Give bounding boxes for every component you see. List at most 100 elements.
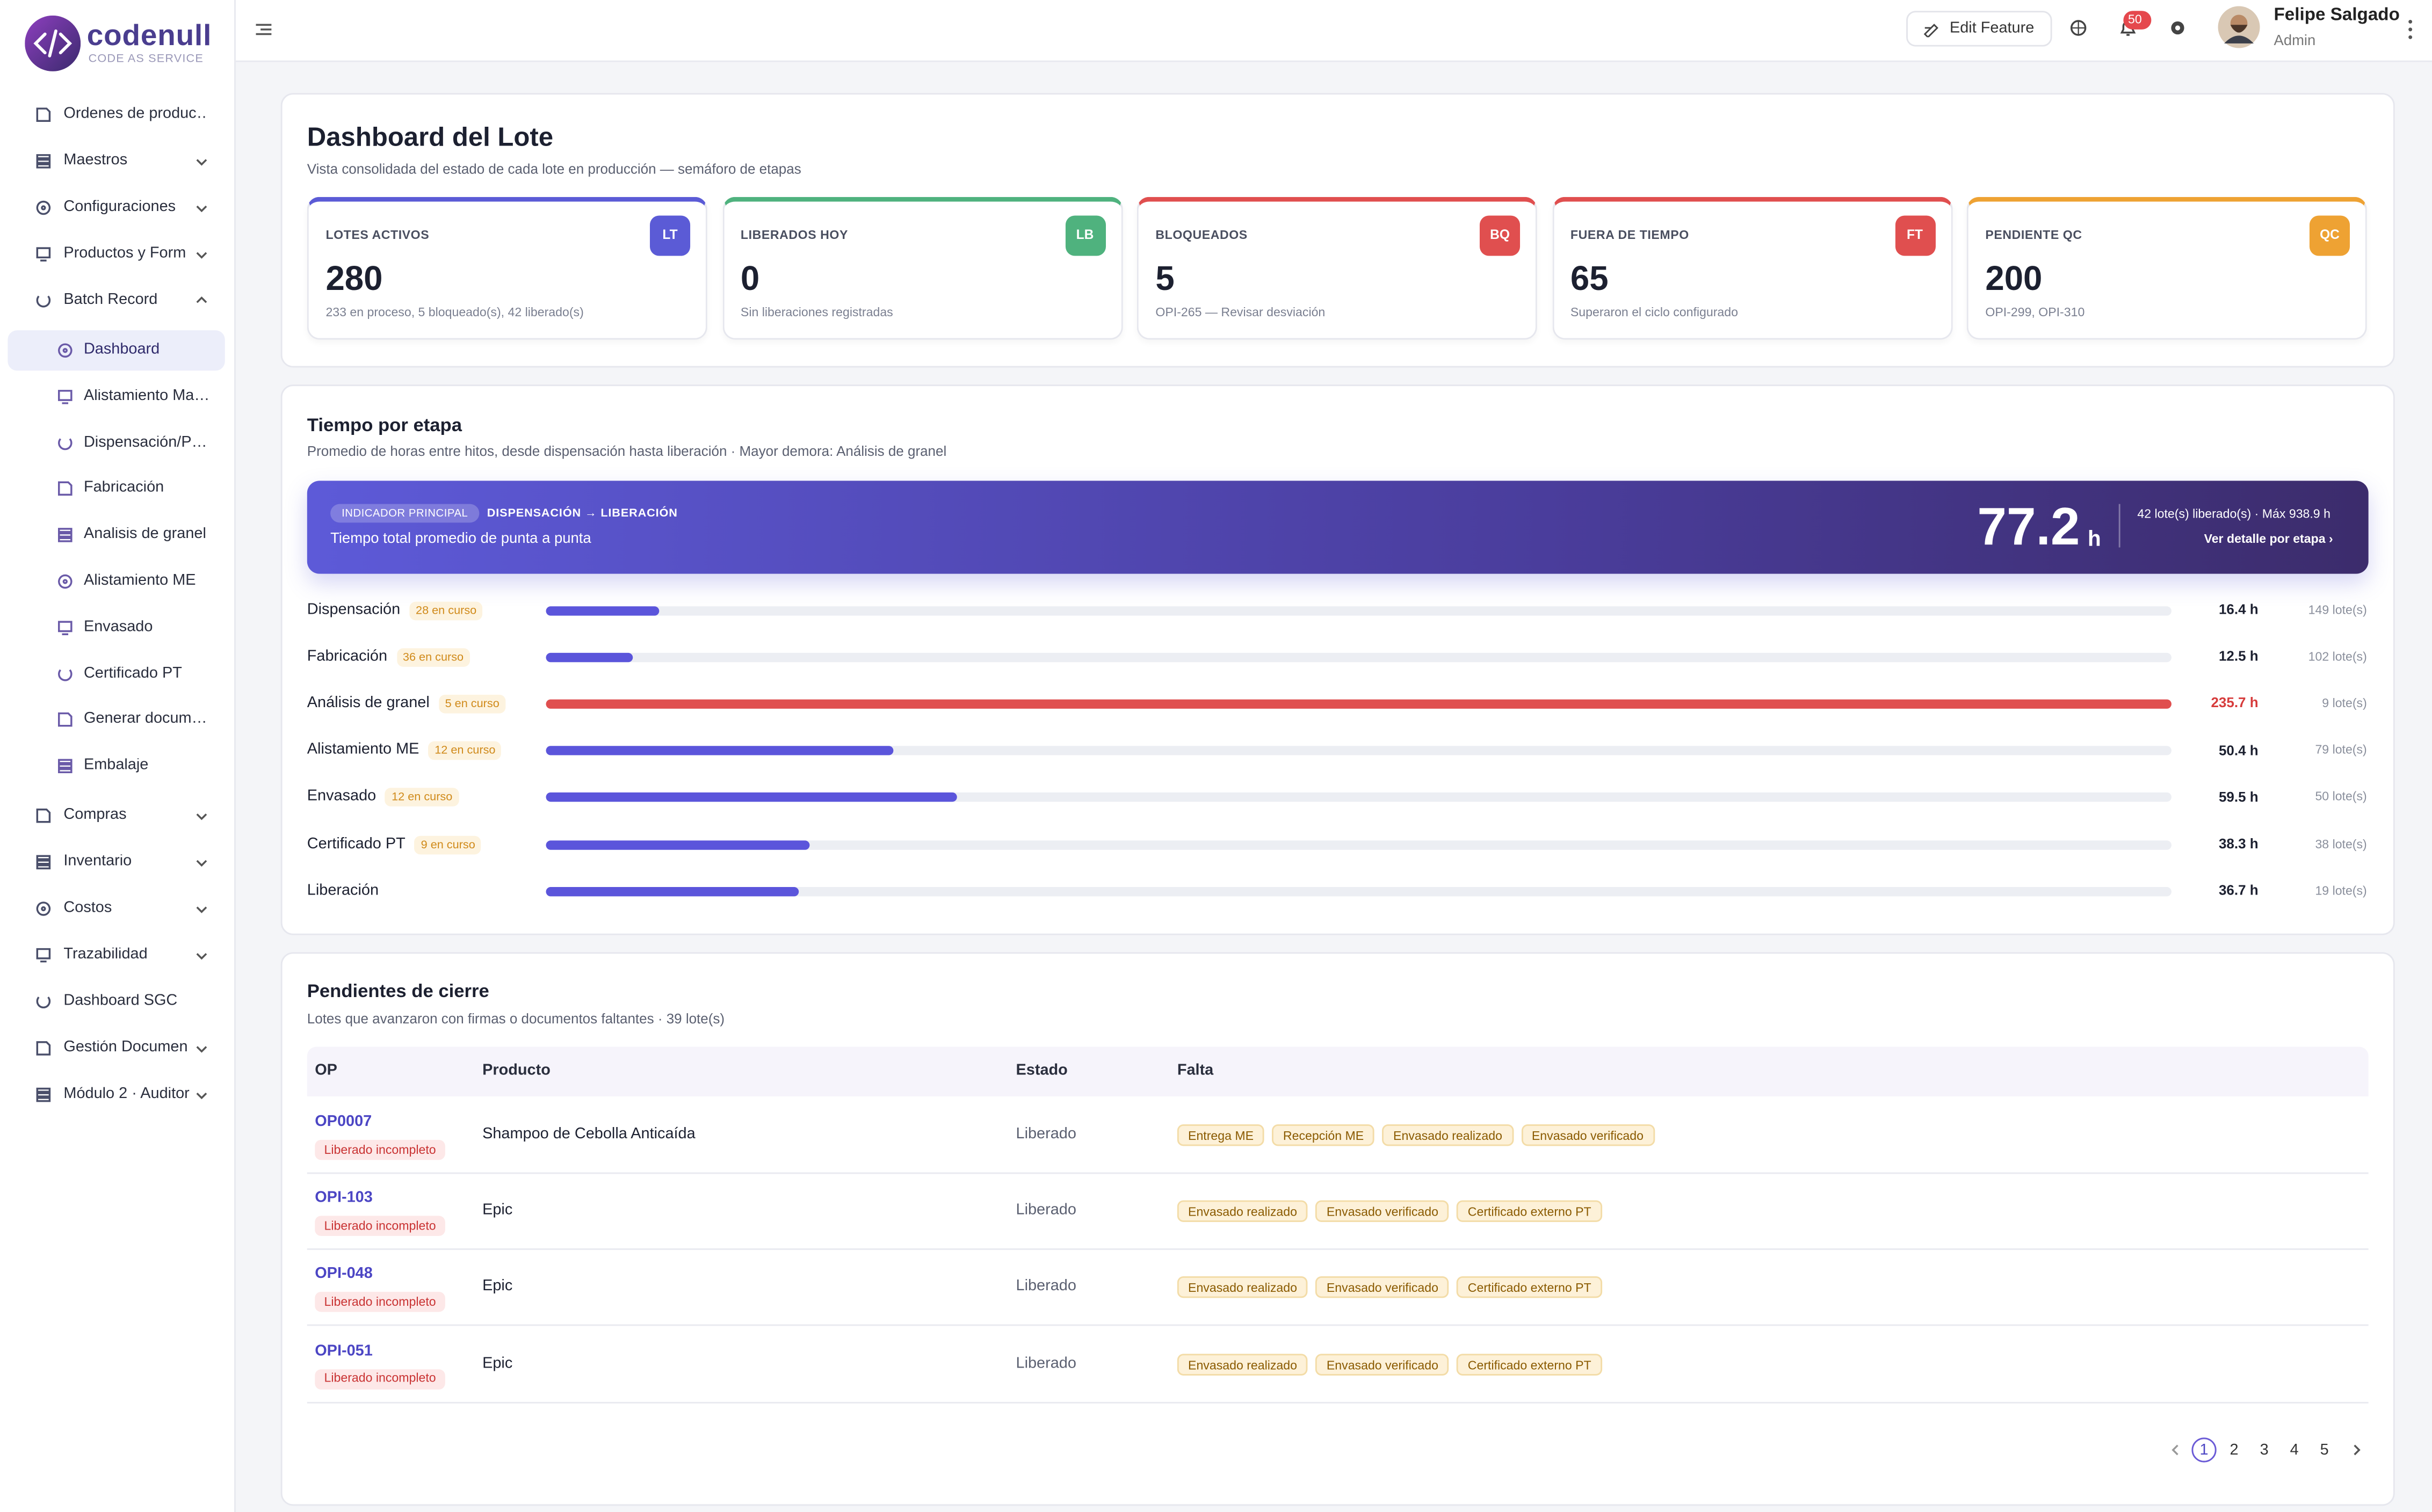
kpi-value: 200 xyxy=(1985,259,2043,298)
nav-icon[interactable] xyxy=(34,245,53,264)
nav-item[interactable]: Costos xyxy=(63,901,112,917)
nav-sub-item[interactable]: Dispensación/P… xyxy=(83,435,207,451)
nav-item[interactable]: Gestión Documen xyxy=(63,1040,188,1056)
nav-item[interactable]: Maestros xyxy=(63,153,128,169)
kpi-card xyxy=(1552,197,1952,340)
nav-sub-icon[interactable] xyxy=(56,619,75,637)
nav-chevron-path xyxy=(196,296,207,303)
nav-sub-item[interactable]: Certificado PT xyxy=(83,666,182,682)
stage-name: Envasado xyxy=(307,788,377,805)
nav-icon[interactable] xyxy=(34,292,53,310)
missing-tag: Envasado verificado xyxy=(1315,1353,1450,1375)
nav-item[interactable]: Trazabilidad xyxy=(63,947,148,963)
nav-sub-item[interactable]: Alistamiento ME xyxy=(83,573,196,590)
page-next[interactable] xyxy=(2347,1441,2365,1459)
stage-lots: 9 lote(s) xyxy=(2322,696,2367,710)
table-column: Estado xyxy=(1016,1062,1068,1080)
nav-sub-icon-path xyxy=(58,482,73,497)
nav-sub-item[interactable]: Analisis de granel xyxy=(83,527,206,543)
nav-item[interactable]: Compras xyxy=(63,808,127,824)
nav-item[interactable]: Batch Record xyxy=(63,293,158,309)
language-icon[interactable] xyxy=(2069,19,2088,38)
page-number[interactable]: 2 xyxy=(2230,1441,2239,1459)
stage-bar xyxy=(546,886,799,896)
nav-icon[interactable] xyxy=(34,105,53,124)
banner-link[interactable]: Ver detalle por etapa › xyxy=(2204,532,2333,546)
nav-sub-icon[interactable] xyxy=(56,526,75,545)
op-link[interactable]: OP0007 xyxy=(315,1113,372,1131)
nav-active-bg[interactable] xyxy=(8,330,225,371)
op-link[interactable]: OPI-103 xyxy=(315,1189,373,1207)
nav-sub-icon[interactable] xyxy=(56,434,75,453)
nav-sub-icon[interactable] xyxy=(56,757,75,776)
nav-item[interactable]: Productos y Form xyxy=(63,246,186,263)
nav-chevron[interactable] xyxy=(192,946,211,965)
nav-icon[interactable] xyxy=(34,946,53,965)
missing-tag: Envasado realizado xyxy=(1177,1277,1308,1299)
nav-icon[interactable] xyxy=(34,1086,53,1104)
nav-icon-path xyxy=(36,154,51,169)
kpi-note: 233 en proceso, 5 bloqueado(s), 42 liber… xyxy=(325,305,584,319)
nav-item[interactable]: Módulo 2 · Auditor xyxy=(63,1087,190,1103)
stage-lots: 19 lote(s) xyxy=(2315,883,2367,898)
nav-sub-item[interactable]: Dashboard xyxy=(83,343,160,359)
nav-icon[interactable] xyxy=(34,853,53,872)
page-number[interactable]: 3 xyxy=(2260,1441,2269,1459)
nav-sub-item[interactable]: Envasado xyxy=(83,620,153,636)
stage-bar-track xyxy=(546,605,2172,615)
nav-item[interactable]: Ordenes de produc… xyxy=(63,107,207,123)
stage-hours: 50.4 h xyxy=(2218,742,2259,758)
page-number[interactable]: 4 xyxy=(2290,1441,2299,1459)
nav-chevron[interactable] xyxy=(192,152,211,171)
stage-bar xyxy=(546,839,810,849)
nav-sub-item[interactable]: Fabricación xyxy=(83,481,164,497)
nav-item[interactable]: Dashboard SGC xyxy=(63,994,178,1010)
page-number[interactable]: 5 xyxy=(2320,1441,2329,1459)
nav-sub-icon[interactable] xyxy=(56,665,75,684)
settings-icon[interactable] xyxy=(2168,19,2187,38)
nav-chevron[interactable] xyxy=(192,199,211,217)
nav-icon[interactable] xyxy=(34,899,53,918)
nav-item[interactable]: Configuraciones xyxy=(63,200,176,216)
nav-chevron-path xyxy=(196,953,207,960)
nav-sub-item[interactable]: Embalaje xyxy=(83,758,149,774)
nav-chevron[interactable] xyxy=(192,292,211,310)
nav-item[interactable]: Inventario xyxy=(63,854,132,870)
stages-banner[interactable] xyxy=(307,481,2369,574)
page-prev[interactable] xyxy=(2167,1441,2185,1459)
nav-icon-path xyxy=(36,107,51,122)
nav-icon[interactable] xyxy=(34,992,53,1011)
nav-sub-icon[interactable] xyxy=(56,341,75,360)
nav-icon-path xyxy=(36,902,51,916)
nav-icon[interactable] xyxy=(34,1039,53,1058)
kpi-badge-text: BQ xyxy=(1490,226,1510,242)
nav-sub-icon[interactable] xyxy=(56,387,75,406)
op-link[interactable]: OPI-051 xyxy=(315,1342,373,1360)
nav-chevron[interactable] xyxy=(192,899,211,918)
op-link[interactable]: OPI-048 xyxy=(315,1266,373,1283)
page-prev-path xyxy=(2172,1444,2178,1456)
nav-sub-icon[interactable] xyxy=(56,572,75,591)
user-menu[interactable] xyxy=(2406,19,2415,40)
nav-chevron[interactable] xyxy=(192,1039,211,1058)
nav-sub-item[interactable]: Alistamiento Ma… xyxy=(83,389,210,405)
nav-chevron[interactable] xyxy=(192,1086,211,1104)
nav-sub-item[interactable]: Generar docum… xyxy=(83,712,207,728)
nav-icon[interactable] xyxy=(34,199,53,217)
stage-bar-track xyxy=(546,746,2172,755)
nav-icon[interactable] xyxy=(34,152,53,171)
nav-sub-icon[interactable] xyxy=(56,480,75,499)
pending-subtitle: Lotes que avanzaron con firmas o documen… xyxy=(307,1010,725,1026)
logo xyxy=(25,15,81,71)
op-tag: Liberado incompleto xyxy=(315,1292,445,1313)
menu-toggle[interactable] xyxy=(255,20,273,39)
nav-chevron[interactable] xyxy=(192,245,211,264)
avatar[interactable] xyxy=(2218,6,2260,48)
page-number[interactable]: 1 xyxy=(2199,1441,2209,1459)
nav-chevron[interactable] xyxy=(192,853,211,872)
nav-sub-icon[interactable] xyxy=(56,711,75,730)
nav-icon[interactable] xyxy=(34,806,53,825)
page-title: Dashboard del Lote xyxy=(307,121,554,151)
nav-chevron[interactable] xyxy=(192,806,211,825)
missing-tag: Certificado externo PT xyxy=(1457,1353,1602,1375)
